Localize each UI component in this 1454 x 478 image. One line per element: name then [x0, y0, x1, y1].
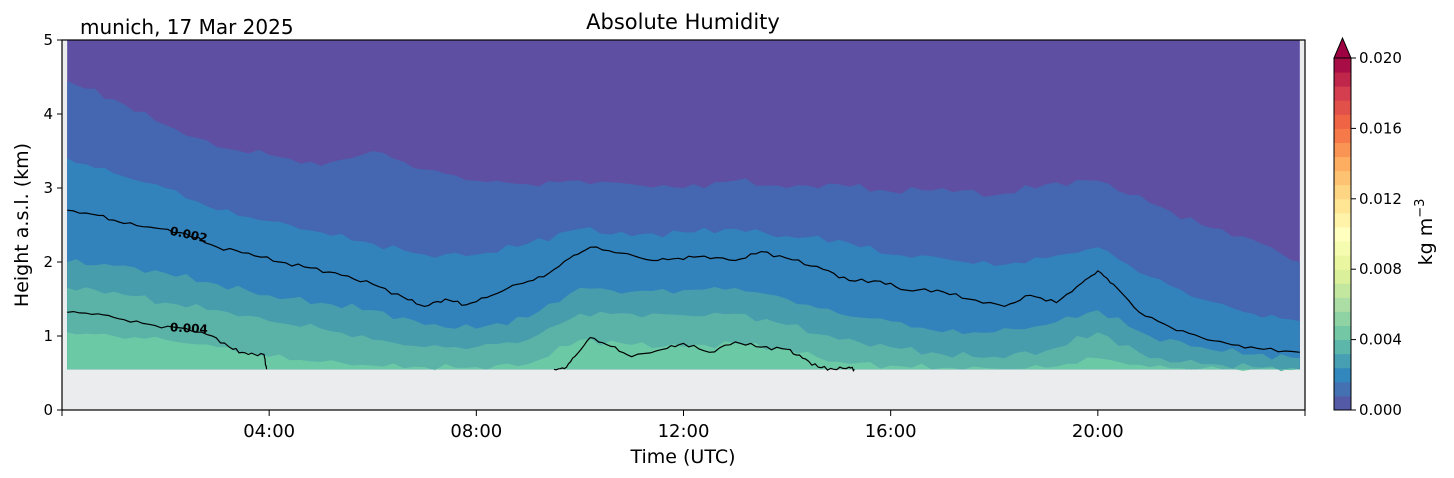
y-axis-ticks: 0 1 2 3 4 5 [43, 31, 62, 419]
colorbar-tick-label: 0.008 [1359, 260, 1402, 278]
x-tick-label: 12:00 [658, 421, 710, 442]
colorbar-segment [1334, 367, 1351, 383]
colorbar-segment [1334, 297, 1351, 312]
colorbar-segment [1334, 128, 1351, 143]
colorbar-segment [1334, 156, 1351, 172]
x-axis-label: Time (UTC) [629, 446, 735, 468]
colorbar-segment [1334, 353, 1351, 369]
colorbar-segment [1334, 269, 1351, 284]
y-tick-label: 4 [43, 105, 53, 123]
colorbar-segment [1334, 184, 1351, 200]
colorbar-tick-label: 0.016 [1359, 119, 1402, 137]
location-date: munich, 17 Mar 2025 [80, 15, 294, 39]
colorbar-segment [1334, 381, 1351, 397]
y-axis-label: Height a.s.l. (km) [11, 143, 33, 307]
isoline [553, 336, 855, 373]
colorbar-tick-label: 0.020 [1359, 49, 1402, 67]
x-axis-ticks: 04:00 08:00 12:00 16:00 20:00 [61, 410, 1306, 442]
band-b2 [67, 287, 1300, 372]
chart-title: Absolute Humidity [586, 10, 780, 34]
colorbar-label: kg m−3 [1413, 199, 1437, 266]
isoline [67, 310, 268, 370]
y-tick-label: 1 [43, 327, 53, 345]
colorbar-segment [1334, 72, 1351, 87]
colorbar-segment [1334, 114, 1351, 129]
colorbar-segment [1334, 170, 1351, 186]
x-tick-label: 04:00 [243, 421, 295, 442]
colorbar-segment [1334, 198, 1351, 214]
colorbar-unit-exponent: −3 [1413, 199, 1428, 218]
x-tick-label: 20:00 [1072, 421, 1124, 442]
colorbar-segment [1334, 100, 1351, 115]
colorbar-segment [1334, 142, 1351, 158]
colorbar-segment [1334, 226, 1351, 242]
isoline-label: 0.004 [170, 320, 209, 336]
y-tick-label: 2 [43, 253, 53, 271]
isoline [67, 209, 1300, 353]
colorbar-segment [1334, 212, 1351, 228]
colorbar-segment [1334, 58, 1351, 73]
band-b1 [67, 332, 1300, 371]
x-tick-label: 16:00 [865, 421, 917, 442]
colorbar-segment [1334, 86, 1351, 101]
colorbar: 0.000 0.004 0.008 0.012 0.016 0.020 [1333, 36, 1402, 419]
colorbar-segment [1334, 395, 1351, 411]
y-tick-label: 5 [43, 31, 53, 49]
colorbar-segment [1334, 311, 1351, 327]
y-tick-label: 0 [43, 401, 53, 419]
colorbar-tick-label: 0.000 [1359, 401, 1402, 419]
y-tick-label: 3 [43, 179, 53, 197]
humidity-bands [67, 40, 1300, 372]
colorbar-segment [1334, 339, 1351, 355]
colorbar-unit: kg m [1415, 218, 1437, 266]
colorbar-frame [1333, 57, 1352, 411]
colorbar-segment [1334, 241, 1351, 256]
colorbar-tick-label: 0.004 [1359, 331, 1402, 349]
colorbar-segment [1334, 283, 1351, 298]
colorbar-segment [1334, 255, 1351, 270]
x-tick-label: 08:00 [450, 421, 502, 442]
colorbar-extend-arrow [1333, 36, 1352, 59]
colorbar-tick-label: 0.012 [1359, 190, 1402, 208]
colorbar-segment [1334, 325, 1351, 341]
